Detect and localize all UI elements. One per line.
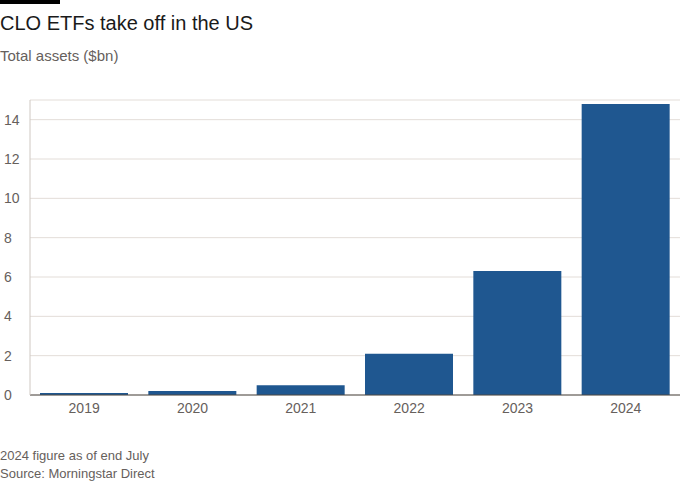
html-text:Source: Morningstar Direct: Source: Morningstar Direct	[0, 466, 155, 481]
html-text:Total assets ($bn): Total assets ($bn)	[0, 47, 119, 64]
svg-text:0: 0	[4, 387, 12, 403]
svg-text:2: 2	[4, 348, 12, 364]
svg-text:2020: 2020	[177, 400, 208, 416]
html-text:CLO ETFs take off in the US: CLO ETFs take off in the US	[0, 12, 254, 34]
svg-text:12: 12	[4, 151, 20, 167]
svg-text:10: 10	[4, 190, 20, 206]
html-text:2024 figure as of end July: 2024 figure as of end July	[0, 448, 149, 463]
svg-text:8: 8	[4, 230, 12, 246]
svg-text:2019: 2019	[69, 400, 100, 416]
svg-text:14: 14	[4, 112, 20, 128]
svg-text:2022: 2022	[394, 400, 425, 416]
svg-text:2024: 2024	[610, 400, 641, 416]
svg-text:2023: 2023	[502, 400, 533, 416]
svg-text:2021: 2021	[285, 400, 316, 416]
svg-text:6: 6	[4, 269, 12, 285]
svg-text:4: 4	[4, 308, 12, 324]
